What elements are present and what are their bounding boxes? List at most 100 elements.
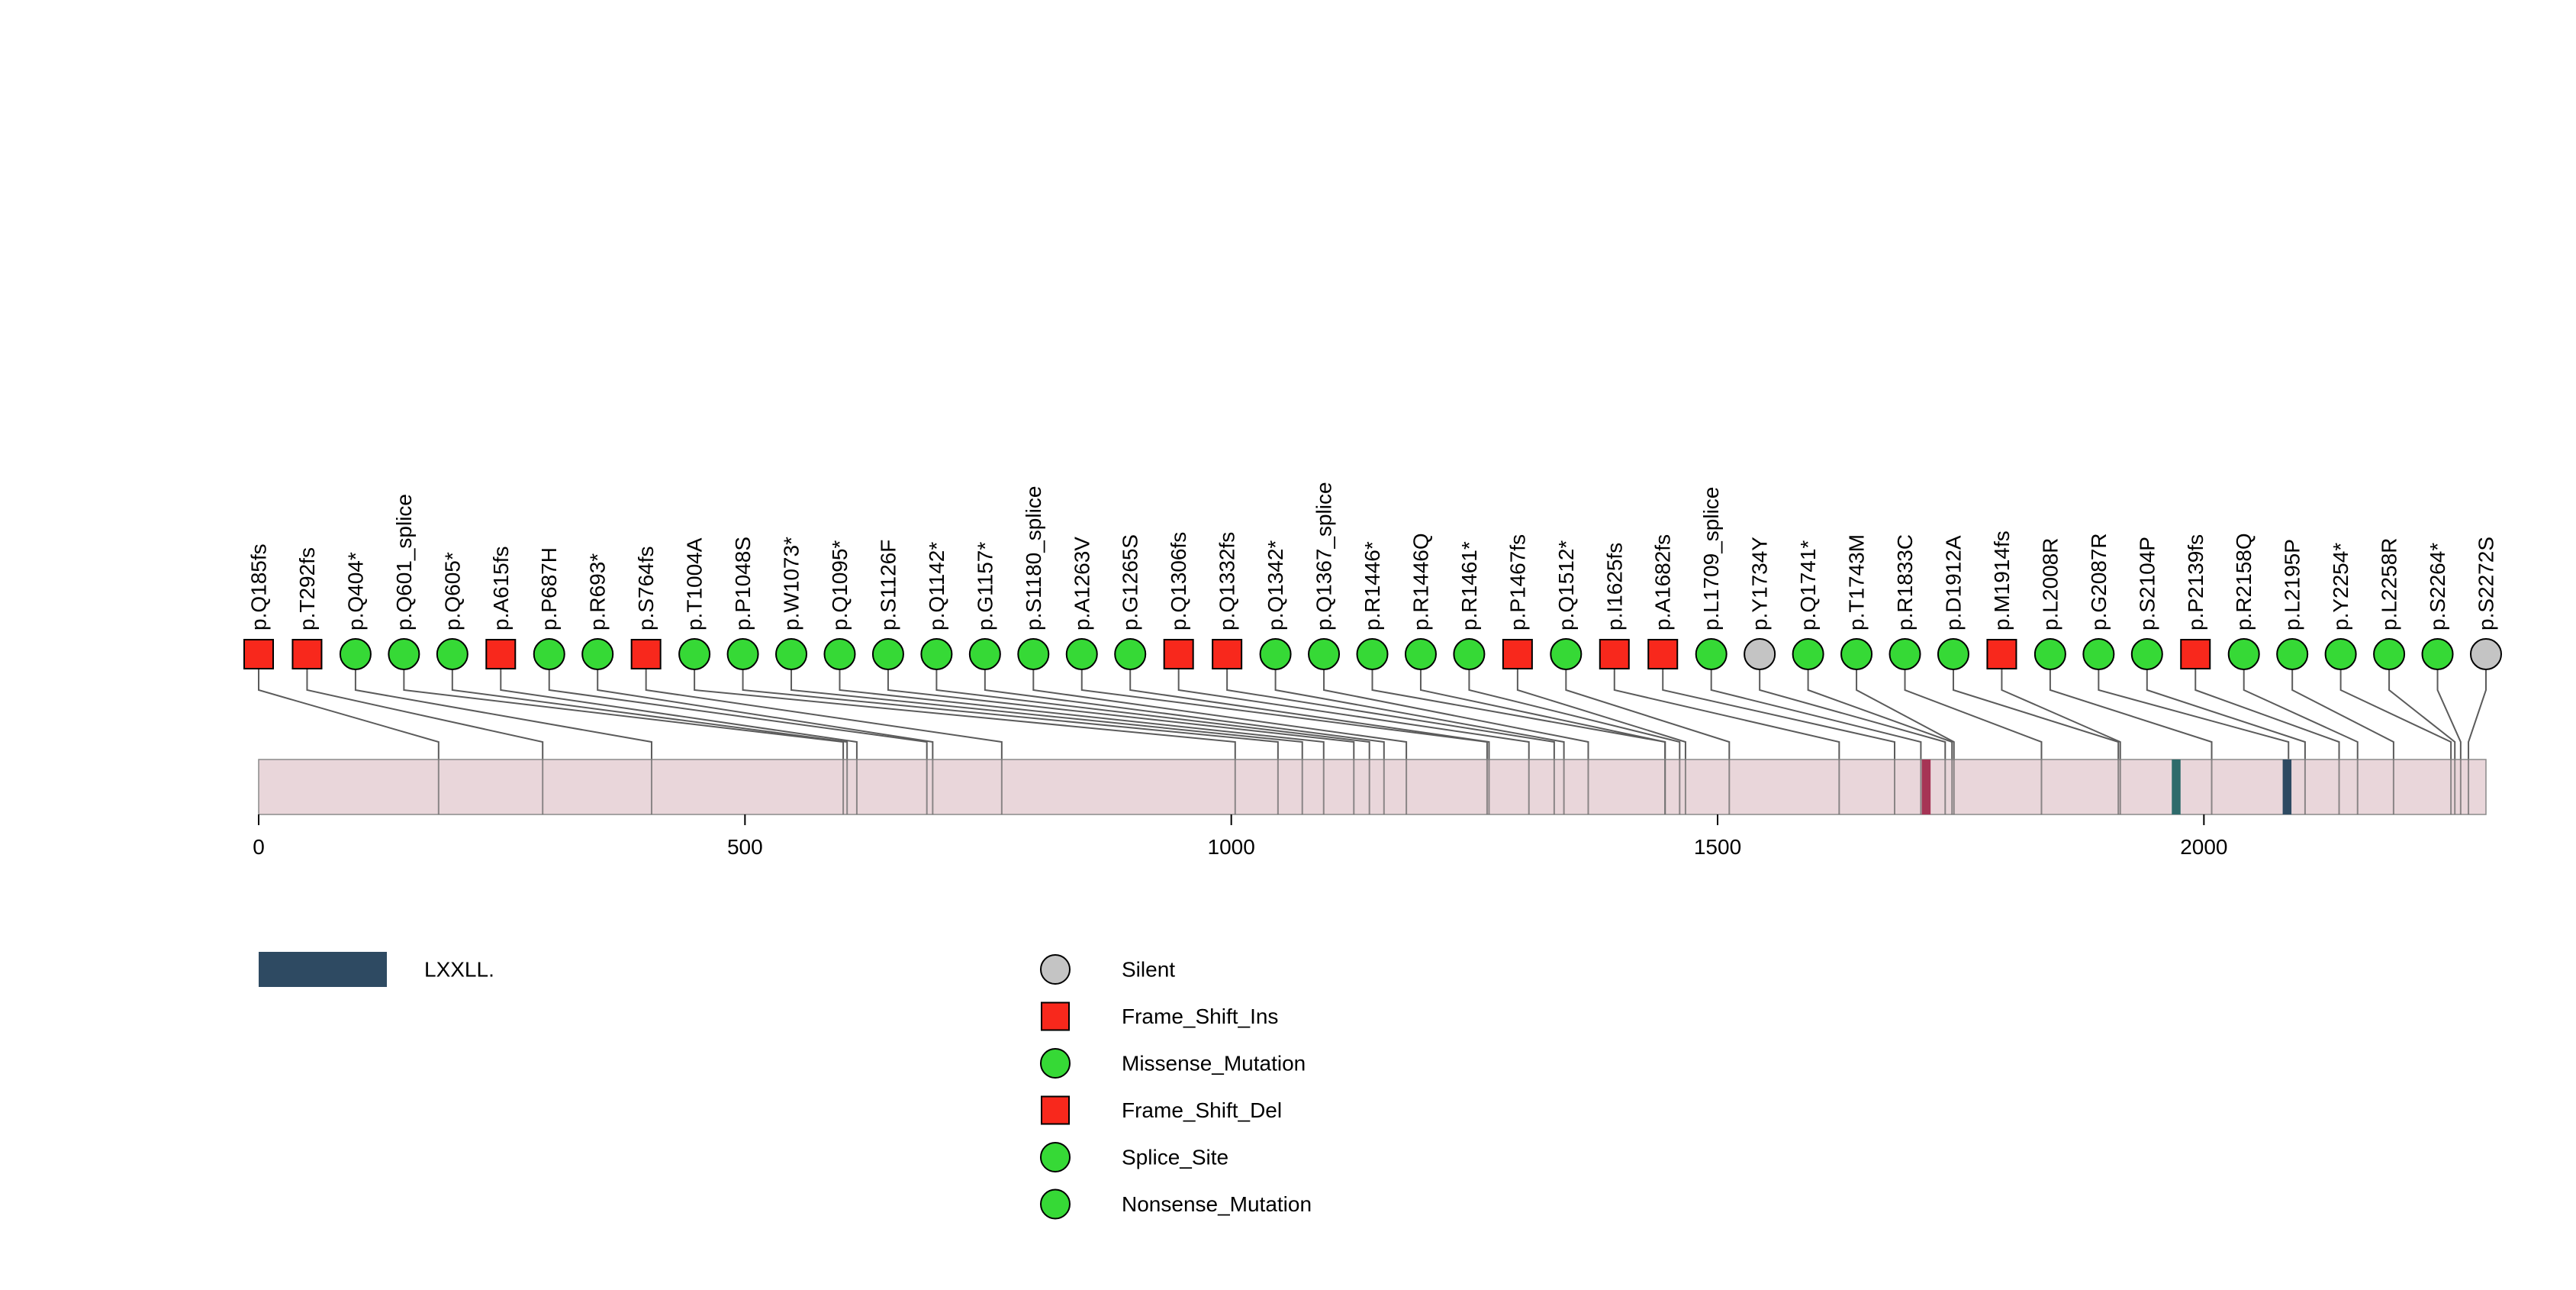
mutation-label: p.M1914fs: [1990, 531, 2014, 630]
mutation-marker: [436, 638, 469, 670]
mutation-label: p.S764fs: [634, 546, 658, 630]
mutation-marker: [1212, 639, 1243, 669]
connector-line: [1904, 669, 2043, 759]
mutation-marker: [1647, 639, 1679, 669]
mutation-label: p.S2104P: [2135, 537, 2159, 630]
mutation-label: p.Q601_splice: [392, 494, 416, 630]
connector-line: [2098, 669, 2290, 759]
connector-line: [1662, 669, 1895, 759]
mutation-label: p.Q1342*: [1264, 540, 1287, 630]
axis-tick-label: 1500: [1694, 835, 1741, 859]
connector-line: [1274, 669, 1565, 759]
mutation-label: p.Y1734Y: [1748, 537, 1772, 630]
legend-swatch-frame_shift_del: [1041, 1095, 1070, 1125]
mutation-label: p.I1625fs: [1602, 543, 1626, 630]
connector-line: [1710, 669, 1922, 759]
mutation-label: p.R1461*: [1457, 541, 1481, 630]
protein-bar-group: [258, 759, 2487, 815]
markers-group: [243, 638, 2502, 670]
connector-line: [2291, 669, 2394, 759]
mutation-marker: [968, 638, 1001, 670]
connector-line: [1613, 669, 1840, 759]
connector-line: [2001, 669, 2121, 759]
legend-label: Splice_Site: [1122, 1146, 1228, 1169]
mutation-marker: [2421, 638, 2454, 670]
connector-line: [694, 669, 1236, 759]
mutation-label: p.R2158Q: [2232, 533, 2256, 630]
connector-line: [2049, 669, 2213, 759]
mutation-marker: [2033, 638, 2066, 670]
connector-line: [258, 669, 440, 759]
mutation-label: p.S1126F: [876, 540, 900, 630]
mutation-label: p.L1709_splice: [1699, 487, 1723, 630]
mutation-label: p.R1446Q: [1409, 533, 1432, 630]
mutation-label: p.Q185fs: [247, 543, 271, 630]
mutation-label: p.D1912A: [1941, 535, 1965, 630]
mutation-marker: [920, 638, 953, 670]
connector-line: [645, 669, 1003, 759]
domain-mark: [1921, 759, 1931, 814]
connector-line: [306, 669, 544, 759]
connector-line: [2194, 669, 2340, 759]
mutation-marker: [2227, 638, 2260, 670]
connector-line: [1080, 669, 1488, 759]
mutation-marker: [1065, 638, 1098, 670]
mutation-marker: [2130, 638, 2163, 670]
mutation-label: p.P2139fs: [2184, 534, 2207, 630]
mutation-marker: [726, 638, 759, 670]
legend-swatch-silent: [1040, 954, 1071, 985]
mutation-marker: [1404, 638, 1437, 670]
connector-line: [1323, 669, 1589, 759]
mutation-marker: [1599, 639, 1630, 669]
mutation-label: p.S2272S: [2475, 537, 2498, 630]
domain-legend-swatch: [259, 952, 387, 987]
mutation-label: p.G1157*: [973, 542, 997, 630]
mutation-marker: [533, 638, 565, 670]
mutation-marker: [871, 638, 904, 670]
labels-group: p.Q185fs p.T292fs p.Q404* p.Q601_splice p.Q6…: [247, 482, 2498, 630]
protein-bar: [258, 759, 2487, 815]
mutation-label: p.A615fs: [489, 546, 513, 630]
mutation-marker: [1453, 638, 1486, 670]
mutation-label: p.P687H: [537, 547, 561, 630]
mutation-marker: [1695, 638, 1728, 670]
mutation-marker: [1259, 638, 1292, 670]
mutation-label: p.S2264*: [2426, 543, 2449, 630]
connector-line: [1468, 669, 1681, 759]
legend-swatch-frame_shift_ins: [1041, 1001, 1070, 1031]
connector-line: [2436, 669, 2462, 759]
connector-line: [548, 669, 928, 759]
connector-line: [500, 669, 858, 759]
mutation-label: p.A1263V: [1070, 537, 1093, 630]
mutation-label: p.Q1306fs: [1167, 532, 1190, 630]
connector-line: [1177, 669, 1530, 759]
connector-line: [403, 669, 845, 759]
connector-line: [1759, 669, 1946, 759]
mutation-marker: [388, 638, 420, 670]
connector-line: [1226, 669, 1555, 759]
mutation-marker: [1308, 638, 1341, 670]
mutation-marker: [1550, 638, 1583, 670]
axis-tick-label: 1000: [1208, 835, 1255, 859]
axis-tick-label: 500: [727, 835, 763, 859]
mutation-label: p.Q404*: [343, 552, 367, 630]
mutation-marker: [581, 638, 614, 670]
axis-group: 0 500 1000 1500 2000: [253, 814, 2227, 859]
legend-label: Missense_Mutation: [1122, 1052, 1306, 1076]
mutation-label: p.P1467fs: [1505, 534, 1529, 630]
mutation-marker: [2082, 638, 2115, 670]
mutation-label: p.R693*: [586, 553, 610, 630]
mutation-marker: [1937, 638, 1969, 670]
mutation-label: p.R1833C: [1893, 534, 1917, 630]
domain-mark: [2282, 759, 2292, 814]
mutation-marker: [823, 638, 856, 670]
mutation-marker: [1744, 638, 1776, 670]
mutation-label: p.W1073*: [780, 537, 803, 630]
legend-label: Frame_Shift_Ins: [1122, 1005, 1278, 1028]
mutation-label: p.L2258R: [2378, 538, 2401, 630]
mutation-marker: [775, 638, 808, 670]
mutation-label: p.Q1512*: [1554, 540, 1578, 630]
connector-line: [1129, 669, 1490, 759]
